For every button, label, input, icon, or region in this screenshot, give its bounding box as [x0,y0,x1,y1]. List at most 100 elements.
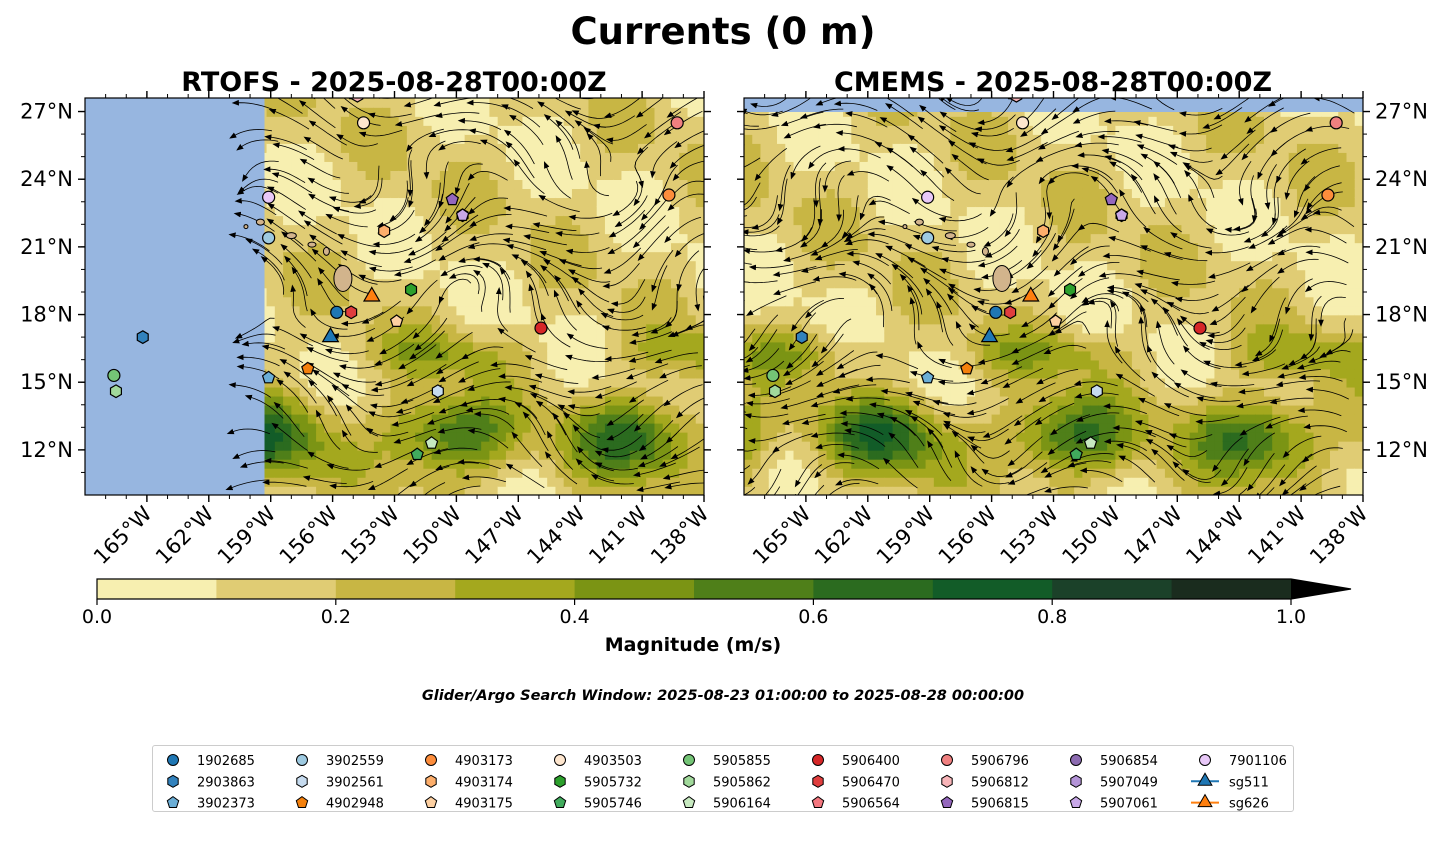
platform-marker-3902559 [921,231,935,245]
platform-marker-5905855 [107,368,121,383]
legend-item-5905855: 5905855 [683,754,771,769]
x-tick-label: 153°W [996,501,1064,569]
legend-item-3902561: 3902561 [296,774,384,790]
x-tick-label: 150°W [399,501,467,569]
legend-item-5906812: 5906812 [941,774,1029,790]
legend-label: 5906400 [842,754,900,769]
legend-item-5907049: 5907049 [1070,774,1158,790]
y-tick-label: 18°N [20,303,73,327]
legend-label: sg511 [1229,775,1269,790]
colorbar-segment [813,579,934,599]
colorbar-tick-label: 0.6 [798,606,828,628]
legend-label: 2903863 [197,775,255,790]
legend-item-5906796: 5906796 [941,754,1029,769]
legend-item-5905732: 5905732 [554,774,642,790]
colorbar-tick-label: 0.4 [559,606,589,628]
platform-marker-4903503 [356,116,371,130]
x-tick-label: 153°W [337,501,405,569]
platform-marker-5906470 [345,305,358,320]
y-tick-label: 21°N [20,235,73,259]
platform-marker-1902685 [989,305,1003,319]
colorbar-segment [455,579,576,599]
colorbar-tick-label: 0.0 [82,606,112,628]
platform-marker-sg511 [980,326,999,343]
legend-item-3902373: 3902373 [166,795,255,812]
y-tick-label: 15°N [20,370,73,394]
legend-label: 5906164 [713,797,771,812]
platform-marker-1902685 [330,305,344,319]
platform-marker-3902559 [262,231,276,245]
legend-item-4902948: 4902948 [295,795,384,812]
platform-marker-5907061 [1114,208,1129,221]
no-data-region [85,98,265,495]
colorbar-segment [335,579,456,599]
platform-marker-2903863 [795,330,808,345]
colorbar: 0.0 0.2 0.4 0.6 0.8 1.0 [82,578,1352,628]
colorbar-segment [932,579,1053,599]
colorbar-segment [694,579,814,599]
x-tick-label: 162°W [151,501,219,569]
streamlines [744,98,1355,495]
legend-label: 4903174 [455,775,513,790]
colorbar-segment [1171,579,1292,599]
platform-marker-5906400 [534,321,548,335]
platform-marker-5906796 [1329,116,1343,130]
x-tick-label: 147°W [1119,501,1187,569]
legend-item-5907061: 5907061 [1069,795,1158,812]
platform-marker-4903173 [1321,188,1335,202]
x-tick-label: 147°W [460,501,528,569]
legend-item-7901106: 7901106 [1199,754,1287,769]
legend-item-3902559: 3902559 [296,754,384,769]
platform-marker-3902373 [261,370,276,384]
legend-label: 5906815 [971,797,1029,812]
platform-marker-7901106 [921,190,935,204]
legend-item-5906564: 5906564 [811,795,900,812]
map-panel-rtofs: 165°W162°W159°W156°W153°W150°W147°W144°W… [20,91,714,569]
legend-label: 3902559 [326,754,384,769]
figure-title: Currents (0 m) [570,10,875,53]
platform-marker-4903175 [1048,314,1063,327]
legend-item-5906400: 5906400 [812,754,900,769]
platform-marker-5906470 [1004,305,1017,320]
map-panel-cmems: 165°W162°W159°W156°W153°W150°W147°W144°W… [737,91,1428,569]
platform-legend: 1902685 2903863 3902373 3902559 3902561 49029… [152,745,1294,812]
x-tick-label: 138°W [1305,501,1373,569]
platform-marker-5905862 [768,384,782,399]
legend-label: 3902373 [197,797,255,812]
platform-marker-sg511 [321,326,340,343]
platform-marker-sg626 [1021,286,1040,302]
y-tick-label: 15°N [1375,370,1428,394]
legend-item-5906815: 5906815 [940,795,1029,812]
platform-marker-2903863 [136,330,149,345]
platform-marker-sg626 [362,286,381,302]
legend-label: 4902948 [326,797,384,812]
legend-label: 5905862 [713,775,771,790]
platform-marker-5906400 [1193,321,1207,335]
legend-label: 4903175 [455,797,513,812]
x-tick-label: 159°W [872,501,940,569]
colorbar-segment [216,579,337,599]
platform-marker-4903175 [389,314,404,327]
colorbar-segment [1052,579,1173,599]
x-tick-label: 141°W [1243,501,1311,569]
platform-marker-5905732 [1063,282,1077,297]
platform-marker-3902373 [920,370,935,384]
legend-label: 5905746 [584,797,642,812]
legend-item-5906854: 5906854 [1070,754,1158,769]
platform-marker-5905862 [109,384,123,399]
colorbar-segment [97,579,217,599]
platform-marker-5906164 [1083,436,1098,449]
x-tick-label: 162°W [810,501,878,569]
legend-label: 5906854 [1100,754,1158,769]
platform-marker-5906796 [670,116,684,130]
colorbar-tick-label: 1.0 [1276,606,1306,628]
colorbar-label: Magnitude (m/s) [605,634,782,656]
legend-item-5906470: 5906470 [812,774,900,790]
search-window-text: Glider/Argo Search Window: 2025-08-23 01… [422,688,1024,704]
no-data-region [744,98,1363,112]
legend-label: 5906564 [842,797,900,812]
y-tick-label: 27°N [1375,100,1428,124]
x-tick-label: 159°W [213,501,281,569]
platform-marker-5906812 [1010,98,1023,103]
